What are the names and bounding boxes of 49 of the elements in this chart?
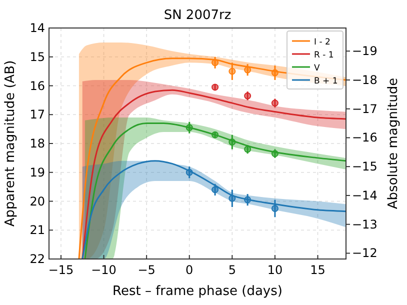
legend-label: R - 1 [314, 50, 334, 60]
point [186, 124, 193, 132]
point [228, 194, 236, 202]
y-axis-title: Apparent magnitude (AB) [3, 60, 18, 227]
y-tick-label: 14 [30, 21, 45, 35]
legend-label: I - 2 [314, 38, 330, 48]
point [212, 84, 219, 91]
point [228, 138, 236, 146]
y-tick-label: 18 [30, 136, 45, 150]
y-tick-label: 16 [30, 78, 45, 93]
y2-tick-label: −18 [352, 72, 378, 87]
point [212, 186, 219, 194]
y2-tick-label: −14 [352, 188, 378, 202]
point [271, 204, 278, 212]
y-tick-label: 22 [30, 252, 45, 266]
x-tick-label: 0 [186, 263, 194, 277]
y2-tick-label: −15 [352, 160, 378, 174]
x-tick-label: −5 [138, 263, 156, 277]
y-tick-label: 19 [30, 165, 45, 180]
point [244, 66, 252, 74]
point [271, 150, 278, 158]
y2-tick-label: −17 [352, 102, 378, 116]
y2-tick-label: −19 [352, 44, 378, 58]
y2-tick-label: −16 [352, 130, 378, 145]
y2-tick-label: −12 [352, 246, 378, 260]
point [186, 168, 193, 176]
legend-label: B + 1 [314, 76, 338, 86]
point [271, 100, 278, 107]
point [212, 131, 219, 138]
y-tick-label: 21 [30, 223, 45, 238]
point [271, 69, 278, 76]
point [244, 92, 252, 100]
point [244, 146, 252, 153]
point [212, 59, 219, 66]
point [228, 68, 236, 75]
x-tick-label: 5 [228, 263, 236, 277]
x-tick-label: 10 [267, 263, 283, 277]
y-tick-label: 17 [30, 108, 45, 122]
y-tick-label: 15 [30, 50, 45, 64]
x-axis-title: Rest – frame phase (days) [112, 284, 282, 299]
point [244, 196, 252, 204]
legend-label: V [314, 64, 320, 74]
y-tick-label: 20 [30, 194, 45, 208]
x-tick-label: 15 [310, 263, 326, 277]
x-tick-label: −15 [48, 263, 74, 277]
y2-tick-label: −13 [352, 217, 378, 232]
y2-axis-title: Absolute magnitude [386, 78, 401, 210]
x-tick-label: −10 [91, 263, 116, 277]
chart-title: SN 2007rz [164, 8, 232, 23]
